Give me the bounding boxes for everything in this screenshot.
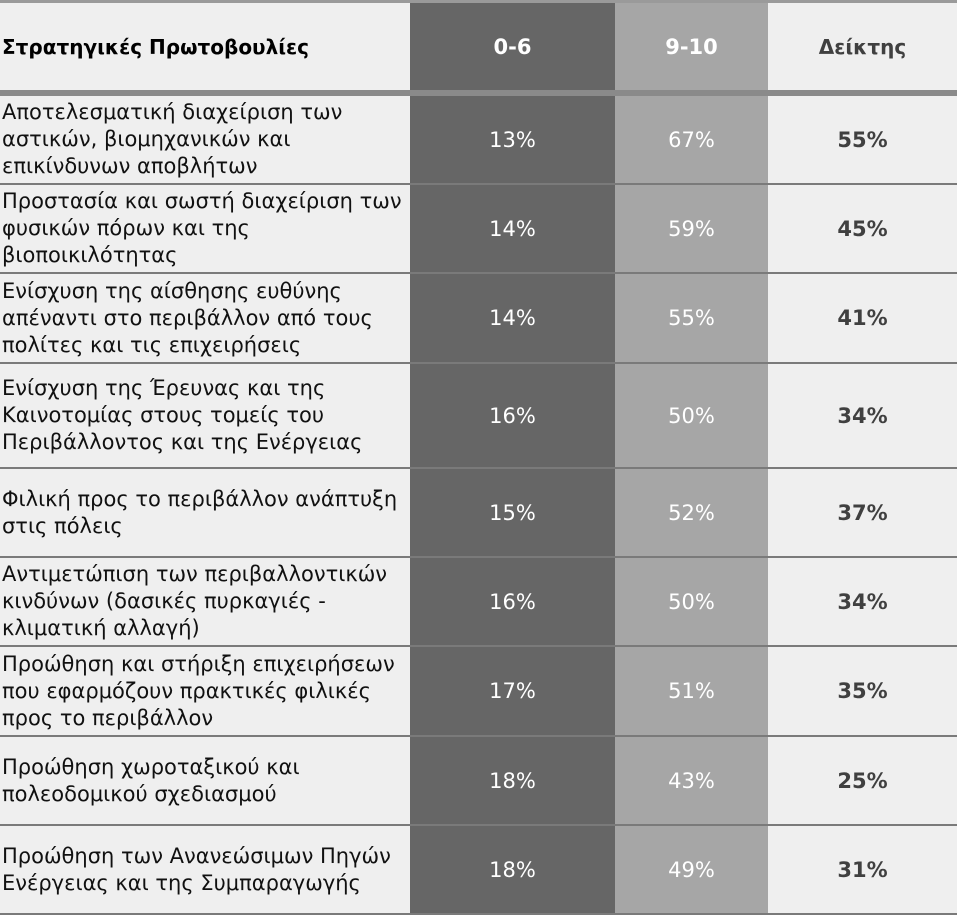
initiative-label: Προώθηση των Ανανεώσιμων Πηγών Ενέργειας… [0, 825, 410, 915]
header-index: Δείκτης [768, 0, 957, 96]
header-label: Στρατηγικές Πρωτοβουλίες [0, 0, 410, 96]
initiative-label: Αποτελεσματική διαχείριση των αστικών, β… [0, 93, 410, 185]
score-0-6: 13% [410, 93, 615, 185]
index-value: 35% [768, 646, 957, 737]
score-0-6: 14% [410, 273, 615, 364]
initiative-label: Προστασία και σωστή διαχείριση των φυσικ… [0, 184, 410, 274]
score-0-6: 15% [410, 468, 615, 558]
score-9-10: 50% [615, 557, 768, 647]
score-0-6: 18% [410, 736, 615, 826]
score-9-10: 59% [615, 184, 768, 274]
table-row: Αντιμετώπιση των περιβαλλοντικών κινδύνω… [0, 557, 957, 647]
score-9-10: 55% [615, 273, 768, 364]
initiative-label: Ενίσχυση της αίσθησης ευθύνης απέναντι σ… [0, 273, 410, 364]
table-row: Προώθηση και στήριξη επιχειρήσεων που εφ… [0, 646, 957, 737]
table-row: Προστασία και σωστή διαχείριση των φυσικ… [0, 184, 957, 274]
table-row: Αποτελεσματική διαχείριση των αστικών, β… [0, 93, 957, 185]
score-0-6: 18% [410, 825, 615, 915]
header-score-9-10: 9-10 [615, 0, 768, 96]
header-row: Στρατηγικές Πρωτοβουλίες 0-6 9-10 Δείκτη… [0, 0, 957, 96]
score-9-10: 67% [615, 93, 768, 185]
index-value: 55% [768, 93, 957, 185]
score-0-6: 17% [410, 646, 615, 737]
initiative-label: Φιλική προς το περιβάλλον ανάπτυξη στις … [0, 468, 410, 558]
score-0-6: 14% [410, 184, 615, 274]
table-row: Προώθηση χωροταξικού και πολεοδομικού σχ… [0, 736, 957, 826]
initiative-label: Ενίσχυση της Έρευνας και της Καινοτομίας… [0, 363, 410, 469]
score-0-6: 16% [410, 363, 615, 469]
score-0-6: 16% [410, 557, 615, 647]
table-row: Ενίσχυση της αίσθησης ευθύνης απέναντι σ… [0, 273, 957, 364]
score-9-10: 49% [615, 825, 768, 915]
table-row: Φιλική προς το περιβάλλον ανάπτυξη στις … [0, 468, 957, 558]
score-9-10: 43% [615, 736, 768, 826]
score-9-10: 50% [615, 363, 768, 469]
score-9-10: 52% [615, 468, 768, 558]
index-value: 37% [768, 468, 957, 558]
index-value: 45% [768, 184, 957, 274]
index-value: 31% [768, 825, 957, 915]
index-value: 34% [768, 557, 957, 647]
initiative-label: Αντιμετώπιση των περιβαλλοντικών κινδύνω… [0, 557, 410, 647]
table-row: Ενίσχυση της Έρευνας και της Καινοτομίας… [0, 363, 957, 469]
index-value: 41% [768, 273, 957, 364]
index-value: 34% [768, 363, 957, 469]
score-9-10: 51% [615, 646, 768, 737]
header-score-0-6: 0-6 [410, 0, 615, 96]
index-value: 25% [768, 736, 957, 826]
table-row: Προώθηση των Ανανεώσιμων Πηγών Ενέργειας… [0, 825, 957, 915]
initiative-label: Προώθηση χωροταξικού και πολεοδομικού σχ… [0, 736, 410, 826]
initiative-label: Προώθηση και στήριξη επιχειρήσεων που εφ… [0, 646, 410, 737]
